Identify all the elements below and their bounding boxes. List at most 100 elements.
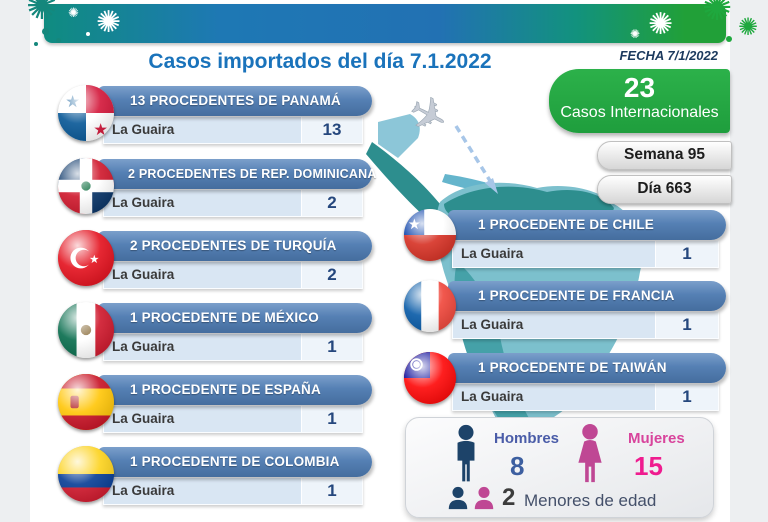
country-title: 1 PROCEDENTE DE COLOMBIA [130, 454, 340, 469]
country-entry-spain: 1 PROCEDENTE DE ESPAÑA La Guaira 1 [58, 374, 372, 433]
location-label: La Guaira [461, 246, 524, 261]
case-count: 1 [301, 334, 362, 360]
location-row: La Guaira 2 [103, 261, 363, 289]
case-count: 1 [655, 384, 718, 410]
flight-arrowhead [485, 178, 498, 194]
taiwan-flag-icon [404, 352, 456, 404]
location-row: La Guaira 2 [103, 189, 363, 217]
country-title-bar: 1 PROCEDENTE DE FRANCIA [448, 281, 726, 311]
case-count: 1 [301, 478, 362, 504]
demographics-box: Hombres 8 Mujeres 15 2 Menores de edad [405, 417, 714, 518]
women-value: 15 [634, 451, 663, 481]
country-entry-turkey: ★ 2 PROCEDENTES DE TURQUÍA La Guaira 2 [58, 230, 372, 289]
chile-flag-icon: ★ [404, 209, 456, 261]
location-label: La Guaira [112, 411, 175, 426]
minors-label: Menores de edad [524, 491, 657, 510]
total-cases-value: 23 [623, 72, 656, 103]
country-title: 13 PROCEDENTES DE PANAMÁ [130, 93, 341, 108]
flight-path [454, 125, 494, 185]
girl-child-icon [474, 486, 494, 510]
country-title-bar: 1 PROCEDENTE DE TAIWÁN [448, 353, 726, 383]
country-title: 1 PROCEDENTE DE FRANCIA [478, 288, 675, 303]
spain-flag-icon [58, 374, 114, 430]
international-cases-box: 23 Casos Internacionales [549, 69, 730, 133]
case-count: 2 [301, 190, 362, 216]
country-title-bar: 1 PROCEDENTE DE MÉXICO [98, 303, 372, 333]
case-count: 1 [655, 312, 718, 338]
men-value: 8 [510, 451, 525, 481]
virus-dot-icon [56, 38, 61, 43]
country-title: 1 PROCEDENTE DE TAIWÁN [478, 360, 667, 375]
location-label: La Guaira [112, 267, 175, 282]
location-label: La Guaira [112, 339, 175, 354]
dominican-republic-flag-icon [58, 158, 114, 214]
france-flag-icon [404, 280, 456, 332]
man-icon [457, 424, 475, 482]
virus-icon: ✺ [648, 8, 674, 41]
virus-dot-icon [86, 32, 90, 36]
country-entry-colombia: 1 PROCEDENTE DE COLOMBIA La Guaira 1 [58, 446, 372, 505]
women-label: Mujeres [628, 430, 685, 447]
location-row: La Guaira 1 [103, 405, 363, 433]
country-title: 1 PROCEDENTE DE ESPAÑA [130, 382, 321, 397]
case-count: 1 [655, 241, 718, 267]
virus-dot-icon [726, 36, 732, 42]
minors-value: 2 [502, 484, 516, 511]
country-entry-panama: ★ ★ 13 PROCEDENTES DE PANAMÁ La Guaira 13 [58, 85, 372, 144]
total-cases-label: Casos Internacionales [560, 104, 719, 121]
woman-icon [578, 424, 602, 483]
location-label: La Guaira [112, 483, 175, 498]
location-row: La Guaira 1 [452, 240, 719, 268]
header-band [44, 4, 726, 43]
location-label: La Guaira [461, 389, 524, 404]
case-count: 2 [301, 262, 362, 288]
location-row: La Guaira 13 [103, 116, 363, 144]
country-title-bar: 2 PROCEDENTES DE TURQUÍA [98, 231, 372, 261]
virus-icon: ✺ [96, 6, 122, 39]
virus-dot-icon [42, 28, 49, 35]
virus-icon: ✺ [68, 5, 79, 20]
country-title: 2 PROCEDENTES DE TURQUÍA [130, 238, 337, 253]
yucatan-shape [378, 114, 420, 158]
country-title: 1 PROCEDENTE DE MÉXICO [130, 310, 319, 325]
country-title-bar: 1 PROCEDENTE DE CHILE [448, 210, 726, 240]
case-count: 1 [301, 406, 362, 432]
virus-icon: ✺ [630, 27, 641, 41]
turkey-flag-icon: ★ [58, 230, 114, 286]
men-label: Hombres [494, 430, 560, 447]
panama-flag-icon: ★ ★ [58, 85, 114, 141]
country-title: 2 PROCEDENTES DE REP. DOMINICANA [128, 167, 377, 181]
location-row: La Guaira 1 [103, 477, 363, 505]
page-subtitle: Casos importados del día 7.1.2022 [148, 50, 492, 73]
virus-icon: ✺ [26, 0, 58, 28]
case-count: 13 [301, 117, 362, 143]
country-title-bar: 13 PROCEDENTES DE PANAMÁ [98, 86, 372, 116]
location-label: La Guaira [112, 122, 175, 137]
country-title-bar: 1 PROCEDENTE DE ESPAÑA [98, 375, 372, 405]
date-label: FECHA 7/1/2022 [619, 48, 718, 63]
location-label: La Guaira [461, 317, 524, 332]
virus-icon: ✺ [702, 0, 733, 28]
location-row: La Guaira 1 [103, 333, 363, 361]
colombia-flag-icon [58, 446, 114, 502]
virus-icon: ✺ [738, 14, 759, 41]
location-row: La Guaira 1 [452, 383, 719, 411]
country-title-bar: 2 PROCEDENTES DE REP. DOMINICANA [98, 159, 376, 189]
svg-text:★: ★ [89, 254, 99, 266]
mexico-flag-icon [58, 302, 114, 358]
boy-child-icon [448, 486, 468, 510]
country-entry-chile: ★ 1 PROCEDENTE DE CHILE La Guaira 1 [404, 209, 726, 268]
country-entry-france: 1 PROCEDENTE DE FRANCIA La Guaira 1 [404, 280, 726, 339]
country-title: 1 PROCEDENTE DE CHILE [478, 217, 654, 232]
country-entry-dominican-republic: 2 PROCEDENTES DE REP. DOMINICANA La Guai… [58, 158, 376, 217]
week-badge: Semana 95 [597, 141, 732, 170]
svg-text:★: ★ [408, 217, 421, 233]
location-row: La Guaira 1 [452, 311, 719, 339]
country-title-bar: 1 PROCEDENTE DE COLOMBIA [98, 447, 372, 477]
svg-text:★: ★ [65, 92, 80, 111]
right-margin [730, 0, 768, 522]
virus-dot-icon [34, 42, 38, 46]
left-margin [0, 0, 30, 522]
country-entry-mexico: 1 PROCEDENTE DE MÉXICO La Guaira 1 [58, 302, 372, 361]
